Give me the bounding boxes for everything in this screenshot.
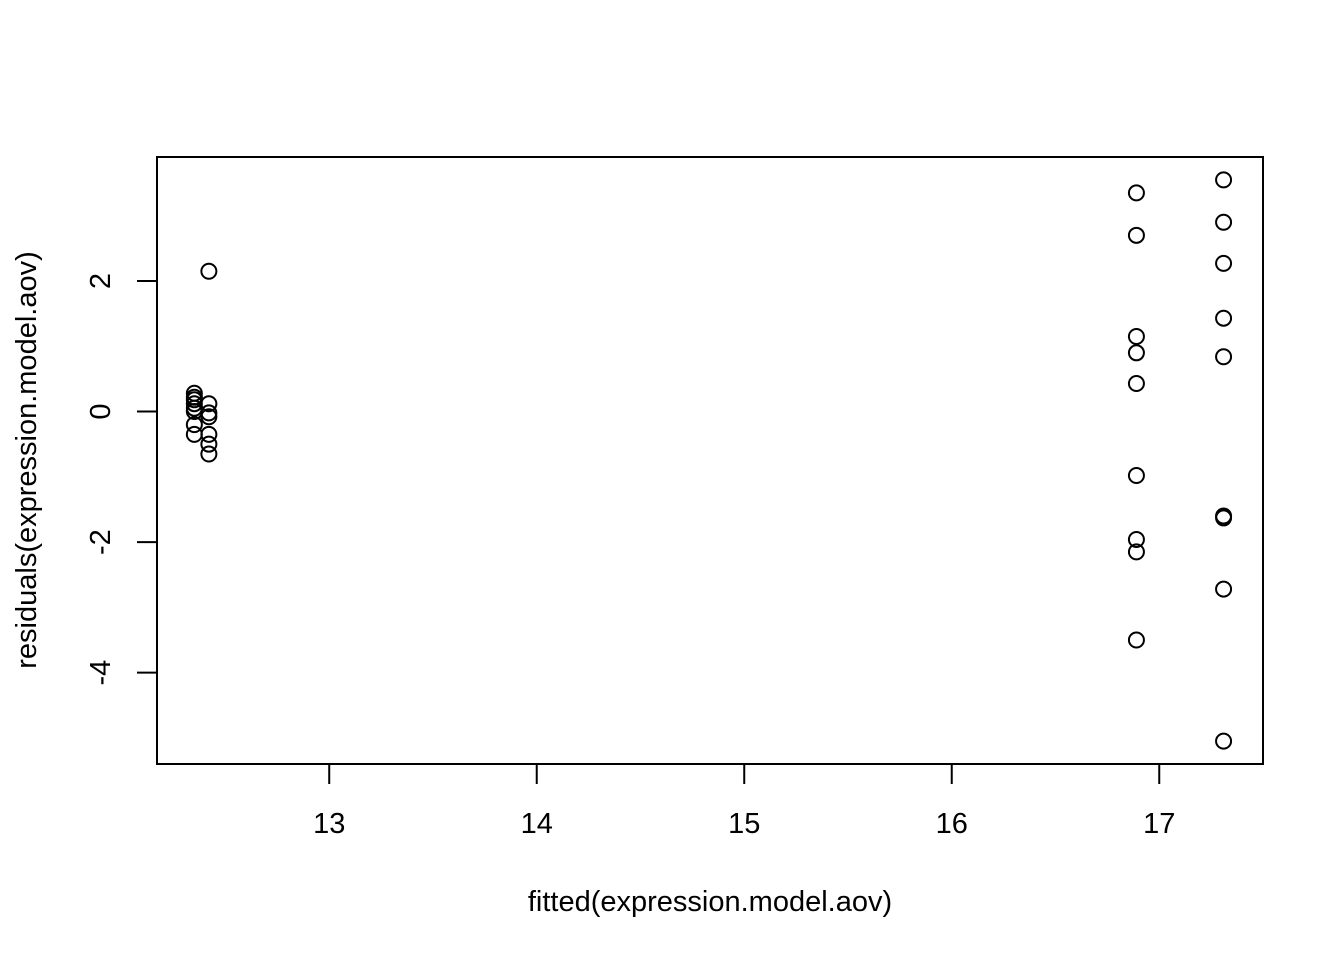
data-point: [200, 425, 218, 443]
data-point: [1127, 543, 1145, 561]
x-tick-label: 16: [936, 808, 968, 840]
y-tick-label: -4: [85, 660, 117, 686]
data-point: [1127, 467, 1145, 485]
data-point: [200, 435, 218, 453]
data-point: [1127, 530, 1145, 548]
x-tick-label: 14: [521, 808, 553, 840]
data-point: [1215, 348, 1233, 366]
data-point: [185, 425, 203, 443]
y-axis-label: residuals(expression.model.aov): [11, 251, 43, 668]
data-point: [1127, 631, 1145, 649]
data-point: [1127, 226, 1145, 244]
data-point: [1215, 309, 1233, 327]
y-tick-label: 0: [85, 403, 117, 419]
data-point: [200, 408, 218, 426]
data-point: [1127, 184, 1145, 202]
data-point: [1215, 171, 1233, 189]
x-axis: 13 14 15 16 17: [313, 763, 1175, 840]
data-point: [1127, 344, 1145, 362]
data-point: [185, 416, 203, 434]
y-tick-label: 2: [85, 273, 117, 289]
x-tick-label: 17: [1143, 808, 1175, 840]
x-tick-label: 13: [313, 808, 345, 840]
y-axis: -4 -2 0 2: [85, 273, 158, 686]
data-point: [200, 262, 218, 280]
data-point: [1215, 254, 1233, 272]
data-point: [1215, 213, 1233, 231]
data-point: [200, 445, 218, 463]
data-point: [1215, 732, 1233, 750]
data-point: [1215, 509, 1233, 527]
plot-frame: [156, 156, 1264, 765]
data-point: [1127, 327, 1145, 345]
x-axis-label: fitted(expression.model.aov): [528, 886, 892, 918]
data-point: [1215, 580, 1233, 598]
data-point: [1127, 374, 1145, 392]
data-points: [185, 171, 1233, 750]
data-point: [200, 395, 218, 413]
y-tick-label: -2: [85, 529, 117, 555]
x-tick-label: 15: [728, 808, 760, 840]
